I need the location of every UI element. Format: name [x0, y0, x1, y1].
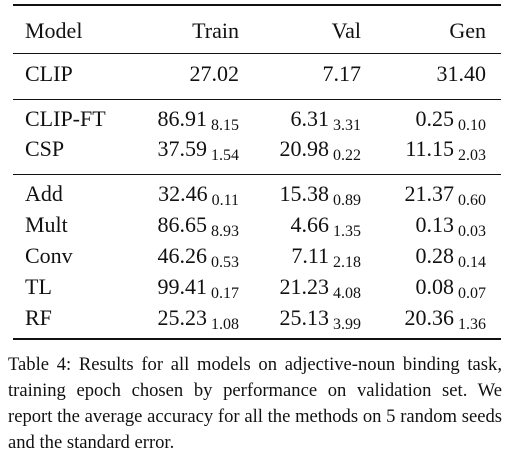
group-rule — [13, 99, 501, 100]
gen-value: 20.36 1.36 — [404, 305, 487, 333]
gen-value: 31.40 — [436, 61, 487, 86]
train-value: 27.02 — [189, 61, 240, 86]
gen-value: 0.25 0.10 — [415, 106, 487, 134]
model-name: Add — [25, 181, 63, 206]
table-row: Mult 86.65 8.93 4.66 1.35 0.13 0.03 — [13, 210, 501, 240]
val-value: 25.13 3.99 — [279, 305, 362, 333]
val-value: 15.38 0.89 — [279, 181, 362, 209]
table-row: CLIP 27.02 7.17 31.40 — [13, 59, 501, 89]
header-rule — [13, 53, 501, 54]
table-row: TL 99.41 0.17 21.23 4.08 0.08 0.07 — [13, 272, 501, 302]
gen-value: 0.28 0.14 — [415, 243, 487, 271]
train-value: 25.23 1.08 — [157, 305, 240, 333]
train-se: 8.93 — [211, 223, 239, 240]
gen-se: 0.60 — [458, 192, 486, 209]
val-value: 7.17 — [322, 61, 362, 86]
val-value: 21.23 4.08 — [279, 274, 362, 302]
val-se: 3.99 — [333, 316, 361, 333]
model-name: CLIP — [25, 61, 73, 86]
train-se: 8.15 — [211, 117, 239, 134]
train-value: 99.41 0.17 — [157, 274, 240, 302]
gen-se: 1.36 — [458, 316, 486, 333]
val-se: 3.31 — [333, 117, 361, 134]
model-name: RF — [25, 305, 52, 330]
gen-se: 0.14 — [458, 254, 486, 271]
model-name: CLIP-FT — [25, 106, 106, 131]
val-value: 4.66 1.35 — [290, 212, 362, 240]
val-se: 1.35 — [333, 223, 361, 240]
train-se: 1.08 — [211, 316, 239, 333]
gen-se: 0.07 — [458, 285, 486, 302]
table-row: Add 32.46 0.11 15.38 0.89 21.37 0.60 — [13, 179, 501, 209]
train-value: 46.26 0.53 — [157, 243, 240, 271]
gen-se: 0.10 — [458, 117, 486, 134]
gen-value: 0.13 0.03 — [415, 212, 487, 240]
train-value: 86.65 8.93 — [157, 212, 240, 240]
bottom-rule — [13, 338, 501, 340]
val-value: 7.11 2.18 — [291, 243, 361, 271]
val-value: 20.98 0.22 — [279, 136, 362, 164]
gen-value: 21.37 0.60 — [404, 181, 487, 209]
val-se: 4.08 — [333, 285, 361, 302]
val-value: 6.31 3.31 — [290, 106, 362, 134]
val-se: 2.18 — [333, 254, 361, 271]
header-row: Model Train Val Gen — [13, 16, 501, 46]
train-value: 37.59 1.54 — [157, 136, 240, 164]
model-name: Mult — [25, 212, 68, 237]
val-se: 0.89 — [333, 192, 361, 209]
table-row: CSP 37.59 1.54 20.98 0.22 11.15 2.03 — [13, 134, 501, 164]
train-value: 32.46 0.11 — [158, 181, 239, 209]
table-caption: Table 4: Results for all models on adjec… — [8, 354, 502, 453]
gen-se: 2.03 — [458, 147, 486, 164]
train-se: 0.17 — [211, 285, 239, 302]
train-se: 1.54 — [211, 147, 239, 164]
header-train: Train — [192, 18, 239, 43]
train-se: 0.11 — [211, 192, 239, 209]
model-name: TL — [25, 274, 52, 299]
gen-value: 0.08 0.07 — [415, 274, 487, 302]
group-rule — [13, 174, 501, 175]
train-value: 86.91 8.15 — [157, 106, 240, 134]
header-model: Model — [25, 18, 83, 43]
val-se: 0.22 — [333, 147, 361, 164]
model-name: CSP — [25, 136, 65, 161]
gen-se: 0.03 — [458, 223, 486, 240]
table-row: Conv 46.26 0.53 7.11 2.18 0.28 0.14 — [13, 241, 501, 271]
top-rule — [13, 4, 501, 6]
model-name: Conv — [25, 243, 73, 268]
header-val: Val — [331, 18, 361, 43]
gen-value: 11.15 2.03 — [405, 136, 486, 164]
train-se: 0.53 — [211, 254, 239, 271]
header-gen: Gen — [449, 18, 486, 43]
table-row: RF 25.23 1.08 25.13 3.99 20.36 1.36 — [13, 303, 501, 333]
table-row: CLIP-FT 86.91 8.15 6.31 3.31 0.25 0.10 — [13, 104, 501, 134]
